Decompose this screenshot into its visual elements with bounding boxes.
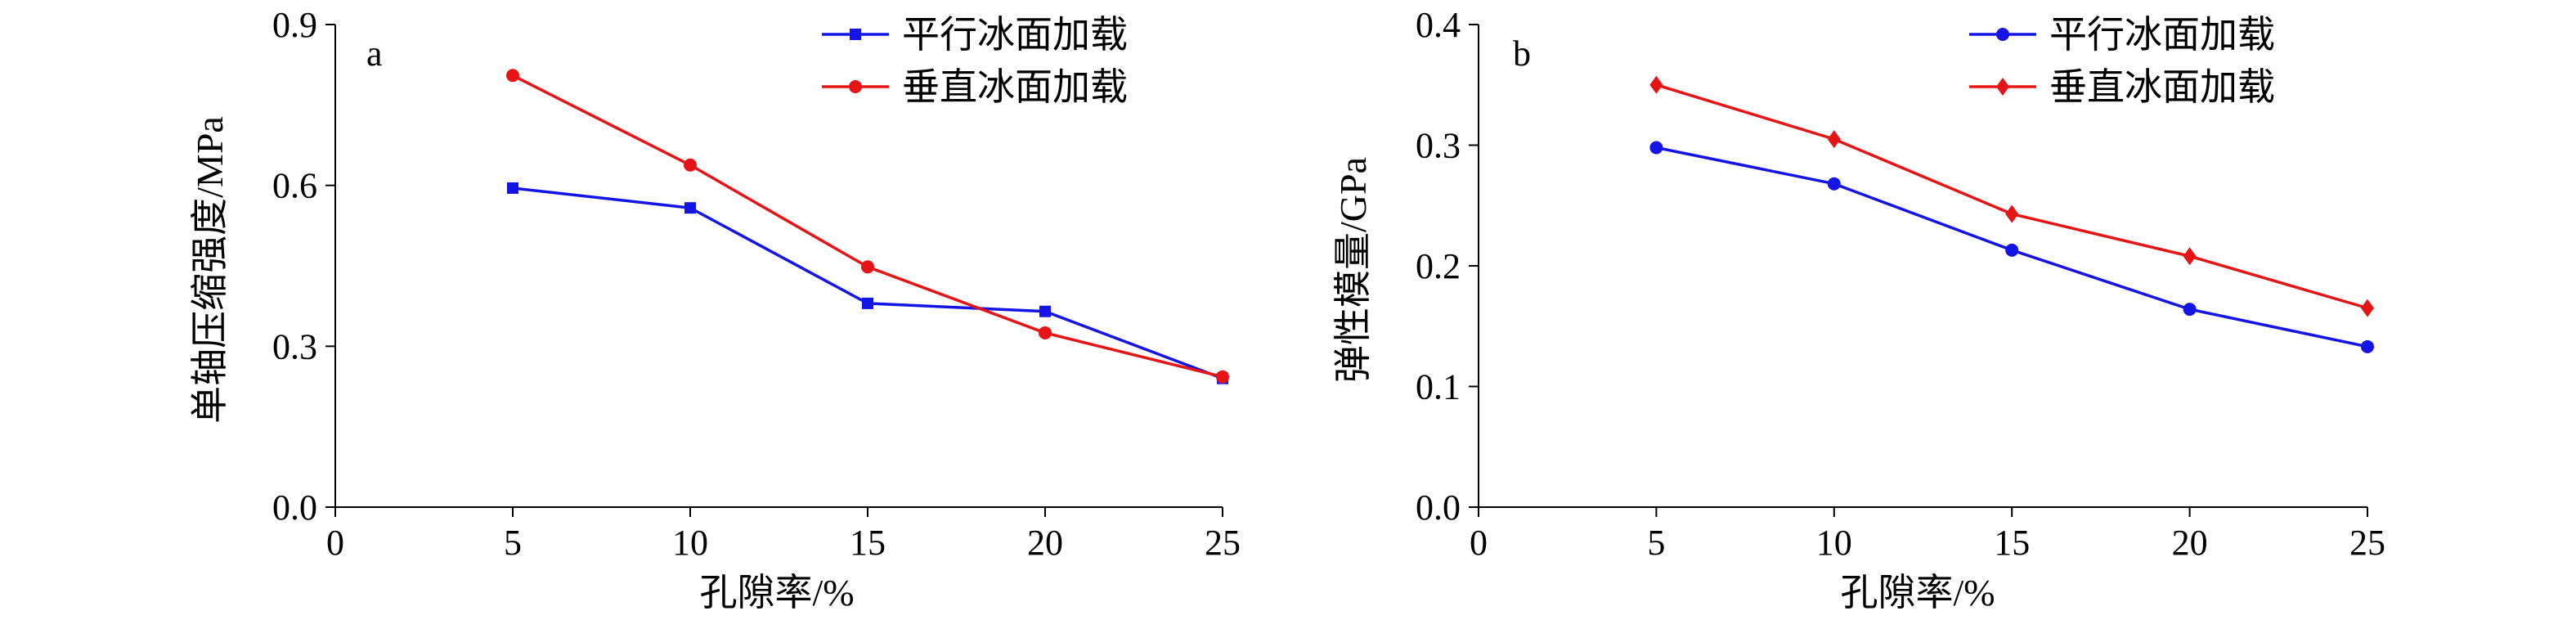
y-axis-title: 弹性模量/GPa (1332, 157, 1374, 383)
x-tick-label: 15 (850, 523, 886, 563)
y-tick-label: 0.0 (272, 487, 317, 528)
x-tick-label: 5 (1647, 523, 1665, 563)
y-tick-label: 0.0 (1416, 487, 1461, 528)
data-point (2361, 299, 2374, 317)
data-point (2361, 339, 2374, 353)
y-tick-label: 0.3 (272, 326, 317, 366)
data-point (1039, 326, 1052, 339)
data-point (506, 69, 519, 83)
data-point (1827, 177, 1841, 191)
x-axis-title: 孔隙率/% (1840, 572, 1995, 613)
data-point (861, 260, 874, 274)
x-tick-label: 5 (504, 523, 522, 563)
data-point (2183, 303, 2197, 317)
x-tick-label: 0 (326, 523, 344, 563)
chart-panel-a: a 孔隙率/% 单轴压缩强度/MPa 0 5 10 15 20 25 0.0 0.3 0.6 0.… (189, 5, 1241, 613)
legend-marker (1996, 78, 2009, 96)
data-point (862, 297, 873, 309)
x-tick-label: 10 (1816, 523, 1852, 563)
x-tick-label: 25 (2349, 523, 2385, 563)
data-point (684, 158, 697, 172)
data-point (2005, 243, 2019, 257)
series-line (512, 74, 1223, 379)
panel-label: b (1513, 34, 1531, 74)
data-point (1649, 141, 1663, 155)
x-tick-label: 15 (1994, 523, 2030, 563)
data-point (1216, 370, 1229, 384)
y-axis-title: 单轴压缩强度/MPa (189, 116, 231, 424)
legend-marker (849, 80, 862, 93)
legend-label: 平行冰面加载 (902, 14, 1128, 56)
y-tick-label: 0.1 (1416, 367, 1461, 407)
y-tick-label: 0.3 (1416, 126, 1461, 166)
data-point (507, 182, 518, 194)
x-tick-label: 20 (2172, 523, 2208, 563)
y-tick-label: 0.6 (272, 166, 317, 206)
data-point (1649, 75, 1663, 94)
y-tick-label: 0.9 (272, 5, 317, 45)
legend-label: 平行冰面加载 (2049, 14, 2275, 56)
legend-marker (1996, 28, 2009, 41)
y-tick-label: 0.4 (1416, 5, 1461, 45)
x-tick-label: 25 (1205, 523, 1241, 563)
x-tick-label: 10 (672, 523, 708, 563)
panel-label: a (366, 34, 383, 74)
data-point (684, 202, 696, 214)
x-tick-label: 0 (1470, 523, 1488, 563)
chart-panel-b: b 孔隙率/% 弹性模量/GPa 0 5 10 15 20 25 0.0 0.1 0.2 0.3 0… (1332, 5, 2385, 613)
data-point (1039, 305, 1051, 317)
data-point (2005, 204, 2019, 223)
data-point (2183, 247, 2197, 266)
series-line (1655, 83, 2368, 310)
legend-label: 垂直冰面加载 (902, 66, 1128, 108)
legend-marker (850, 29, 861, 40)
y-tick-label: 0.2 (1416, 246, 1461, 286)
x-axis-title: 孔隙率/% (699, 572, 854, 613)
data-point (1827, 130, 1841, 149)
x-tick-label: 20 (1027, 523, 1063, 563)
legend-label: 垂直冰面加载 (2049, 66, 2275, 108)
